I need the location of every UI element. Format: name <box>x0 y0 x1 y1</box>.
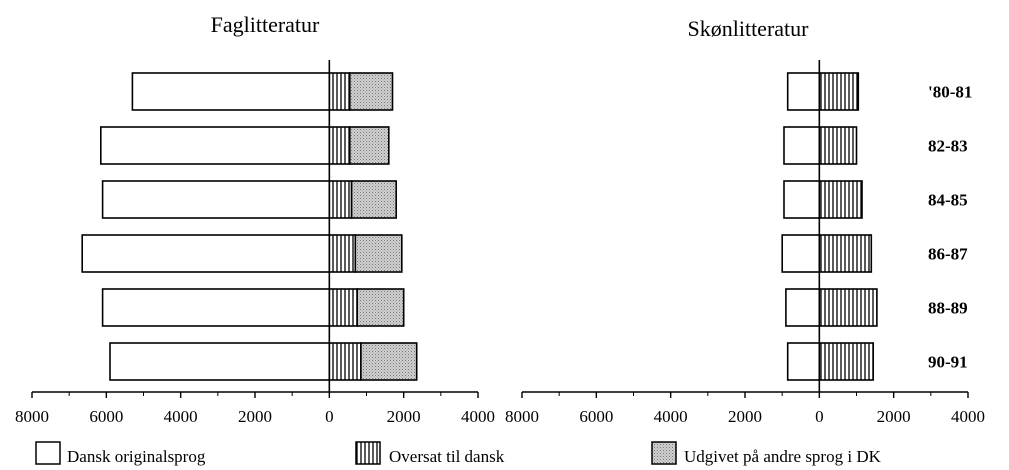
panel1-bar-oversat-1 <box>328 126 351 165</box>
period-label-0: '80-81 <box>928 83 972 102</box>
plot-area: 8000 6000 4000 2000 0 2000 4000 8000 6000 4000 200… <box>15 60 985 426</box>
panel2-bar-dansk-2 <box>783 180 821 219</box>
panel2-tick-label-2: 4000 <box>654 407 688 426</box>
panel2-bar-oversat-3 <box>818 234 873 273</box>
panel1-tick-label-2: 4000 <box>164 407 198 426</box>
panel2-bar-oversat-0 <box>818 72 860 111</box>
period-label-5: 90-91 <box>928 353 968 372</box>
panel2-bar-dansk-0 <box>786 72 821 111</box>
panel2-tick-label-6: 4000 <box>951 407 985 426</box>
period-label-3: 86-87 <box>928 245 968 264</box>
panel1-bar-oversat-3 <box>328 234 357 273</box>
legend-label-udgivet: Udgivet på andre sprog i DK <box>684 447 882 466</box>
legend: Dansk originalsprog Oversat til dansk Ud… <box>35 441 882 466</box>
panel1-bar-udgivet-1 <box>348 126 390 165</box>
panel2-tick-label-1: 6000 <box>579 407 613 426</box>
panel1-tick-label-6: 4000 <box>461 407 495 426</box>
panel1-bar-udgivet-2 <box>350 180 398 219</box>
panel2-tick-label-0: 8000 <box>505 407 539 426</box>
panel-title-skonlitteratur: Skønlitteratur <box>688 16 810 41</box>
panel2-tick-label-5: 2000 <box>877 407 911 426</box>
panel2-bar-dansk-1 <box>783 126 821 165</box>
panel1-bar-oversat-4 <box>328 288 358 327</box>
panel2-bar-oversat-4 <box>818 288 878 327</box>
panel2-bar-oversat-1 <box>818 126 858 165</box>
legend-label-oversat: Oversat til dansk <box>389 447 505 466</box>
panel1-bar-udgivet-5 <box>360 342 418 381</box>
panel2-bar-dansk-5 <box>786 342 821 381</box>
panel1-bar-dansk-5 <box>109 342 331 381</box>
legend-swatch-oversat <box>355 441 381 465</box>
panel2-bar-dansk-3 <box>781 234 821 273</box>
panel1-bar-dansk-4 <box>101 288 331 327</box>
panel1-bar-oversat-2 <box>328 180 353 219</box>
panel1-tick-label-3: 2000 <box>238 407 272 426</box>
panel1-bar-udgivet-0 <box>348 72 394 111</box>
panel1-bar-oversat-5 <box>328 342 362 381</box>
panel-title-faglitteratur: Faglitteratur <box>211 12 320 37</box>
period-label-4: 88-89 <box>928 299 968 318</box>
panel1-bar-dansk-1 <box>100 126 331 165</box>
panel1-tick-label-0: 8000 <box>15 407 49 426</box>
panel1-bar-dansk-0 <box>131 72 331 111</box>
panel2-tick-label-4: 0 <box>815 407 824 426</box>
panel1-bar-dansk-2 <box>101 180 331 219</box>
panel1-tick-label-1: 6000 <box>89 407 123 426</box>
panel1-bar-oversat-0 <box>328 72 351 111</box>
panel1-bar-udgivet-3 <box>354 234 403 273</box>
panel1-tick-label-4: 0 <box>325 407 334 426</box>
panel1-bar-dansk-3 <box>81 234 331 273</box>
legend-swatch-udgivet <box>651 441 677 465</box>
panel2-bar-oversat-2 <box>818 180 863 219</box>
panel2-bar-oversat-5 <box>818 342 874 381</box>
period-label-1: 82-83 <box>928 137 968 156</box>
panel2-tick-label-3: 2000 <box>728 407 762 426</box>
period-label-2: 84-85 <box>928 191 968 210</box>
panel2-bar-dansk-4 <box>785 288 821 327</box>
legend-label-dansk: Dansk originalsprog <box>67 447 206 466</box>
legend-swatch-dansk <box>35 441 61 465</box>
panel1-tick-label-5: 2000 <box>387 407 421 426</box>
panel1-bar-udgivet-4 <box>356 288 405 327</box>
